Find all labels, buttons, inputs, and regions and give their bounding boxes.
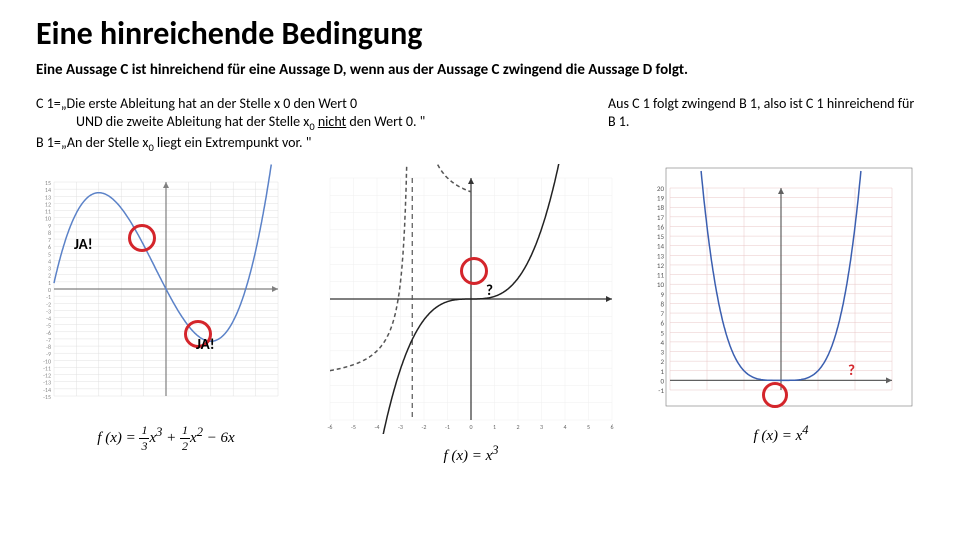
chart2-formula: f (x) = x3 bbox=[316, 439, 626, 465]
svg-text:10: 10 bbox=[45, 215, 51, 223]
svg-text:15: 15 bbox=[657, 232, 665, 241]
svg-text:10: 10 bbox=[657, 280, 665, 289]
svg-text:-12: -12 bbox=[43, 372, 51, 380]
svg-text:3: 3 bbox=[48, 265, 51, 273]
svg-text:-7: -7 bbox=[46, 336, 51, 344]
svg-text:-15: -15 bbox=[43, 393, 51, 401]
c1-line1: C 1=„Die erste Ableitung hat an der Stel… bbox=[36, 95, 357, 112]
svg-text:9: 9 bbox=[660, 290, 664, 299]
c1-line2: UND die zweite Ableitung hat der Stelle … bbox=[36, 113, 425, 130]
svg-text:16: 16 bbox=[657, 223, 665, 232]
svg-text:14: 14 bbox=[657, 242, 665, 251]
svg-text:20: 20 bbox=[657, 184, 665, 193]
chart3: -101234567891011121314151617181920? bbox=[646, 164, 916, 419]
body-text: C 1=„Die erste Ableitung hat an der Stel… bbox=[0, 95, 960, 154]
svg-text:-4: -4 bbox=[46, 315, 51, 323]
svg-text:2: 2 bbox=[660, 357, 664, 366]
svg-text:11: 11 bbox=[657, 271, 665, 280]
chart2-wrap: -6 -5 -4 -3 -2 -1 0 1 2 3 4 5 6? f (x) = x3 bbox=[316, 164, 626, 465]
svg-text:4: 4 bbox=[660, 338, 664, 347]
svg-text:13: 13 bbox=[657, 251, 665, 260]
svg-text:4: 4 bbox=[563, 423, 566, 431]
svg-text:3: 3 bbox=[540, 423, 543, 431]
svg-text:0: 0 bbox=[48, 286, 51, 294]
svg-text:18: 18 bbox=[657, 203, 665, 212]
svg-text:-4: -4 bbox=[375, 423, 380, 431]
svg-text:-14: -14 bbox=[43, 386, 51, 394]
page-title: Eine hinreichende Bedingung bbox=[0, 0, 960, 61]
svg-text:0: 0 bbox=[660, 376, 664, 385]
ja-label: JA! bbox=[74, 236, 93, 254]
chart1: -15-14-13-12-11-10-9-8-7-6-5-4-3-2-10123… bbox=[36, 164, 296, 419]
svg-text:6: 6 bbox=[610, 423, 613, 431]
svg-text:3: 3 bbox=[660, 348, 664, 357]
charts-row: -15-14-13-12-11-10-9-8-7-6-5-4-3-2-10123… bbox=[0, 154, 960, 465]
question-label: ? bbox=[486, 282, 493, 300]
svg-text:11: 11 bbox=[45, 208, 51, 216]
conclusion-text: Aus C 1 folgt zwingend B 1, also ist C 1… bbox=[608, 95, 924, 154]
svg-text:-8: -8 bbox=[46, 343, 51, 351]
chart2: -6 -5 -4 -3 -2 -1 0 1 2 3 4 5 6? bbox=[316, 164, 626, 439]
svg-text:-13: -13 bbox=[43, 379, 51, 387]
svg-text:-3: -3 bbox=[398, 423, 403, 431]
svg-text:4: 4 bbox=[48, 258, 51, 266]
chart3-wrap: -101234567891011121314151617181920? f (x… bbox=[646, 164, 916, 445]
svg-text:-2: -2 bbox=[422, 423, 427, 431]
svg-text:5: 5 bbox=[660, 328, 664, 337]
svg-text:2: 2 bbox=[48, 272, 51, 280]
svg-text:8: 8 bbox=[660, 299, 664, 308]
svg-text:0: 0 bbox=[469, 423, 472, 431]
svg-text:15: 15 bbox=[45, 179, 51, 187]
svg-text:-3: -3 bbox=[46, 307, 51, 315]
svg-text:14: 14 bbox=[45, 186, 51, 194]
svg-text:6: 6 bbox=[660, 319, 664, 328]
svg-text:6: 6 bbox=[48, 243, 51, 251]
svg-text:-1: -1 bbox=[658, 386, 664, 395]
svg-text:5: 5 bbox=[48, 250, 51, 258]
ja-label: JA! bbox=[196, 336, 215, 354]
svg-text:5: 5 bbox=[587, 423, 590, 431]
svg-text:1: 1 bbox=[48, 279, 51, 287]
svg-text:2: 2 bbox=[516, 423, 519, 431]
question-label: ? bbox=[848, 362, 855, 380]
svg-text:12: 12 bbox=[45, 200, 51, 208]
svg-text:8: 8 bbox=[48, 229, 51, 237]
svg-text:7: 7 bbox=[660, 309, 664, 318]
svg-text:-10: -10 bbox=[43, 357, 51, 365]
chart3-formula: f (x) = x4 bbox=[646, 419, 916, 445]
svg-text:9: 9 bbox=[48, 222, 51, 230]
svg-text:1: 1 bbox=[493, 423, 496, 431]
page-subtitle: Eine Aussage C ist hinreichend für eine … bbox=[0, 61, 960, 95]
svg-text:19: 19 bbox=[657, 194, 665, 203]
b1-line: B 1=„An der Stelle x0 liegt ein Extrempu… bbox=[36, 134, 311, 151]
marker-circle bbox=[128, 224, 156, 252]
svg-text:17: 17 bbox=[657, 213, 665, 222]
definitions-block: C 1=„Die erste Ableitung hat an der Stel… bbox=[36, 95, 596, 154]
chart1-wrap: -15-14-13-12-11-10-9-8-7-6-5-4-3-2-10123… bbox=[36, 164, 296, 454]
svg-text:-11: -11 bbox=[43, 365, 51, 373]
marker-circle bbox=[762, 382, 788, 408]
chart1-formula: f (x) = 13x3 + 12x2 − 6x bbox=[36, 419, 296, 454]
svg-text:7: 7 bbox=[48, 236, 51, 244]
svg-text:-5: -5 bbox=[46, 322, 51, 330]
svg-text:-6: -6 bbox=[328, 423, 333, 431]
svg-text:-5: -5 bbox=[351, 423, 356, 431]
svg-text:-2: -2 bbox=[46, 300, 51, 308]
svg-text:-6: -6 bbox=[46, 329, 51, 337]
svg-text:1: 1 bbox=[660, 367, 664, 376]
svg-text:13: 13 bbox=[45, 193, 51, 201]
marker-circle bbox=[460, 257, 488, 285]
svg-text:12: 12 bbox=[657, 261, 665, 270]
svg-text:-1: -1 bbox=[46, 293, 51, 301]
svg-text:-9: -9 bbox=[46, 350, 51, 358]
svg-text:-1: -1 bbox=[445, 423, 450, 431]
